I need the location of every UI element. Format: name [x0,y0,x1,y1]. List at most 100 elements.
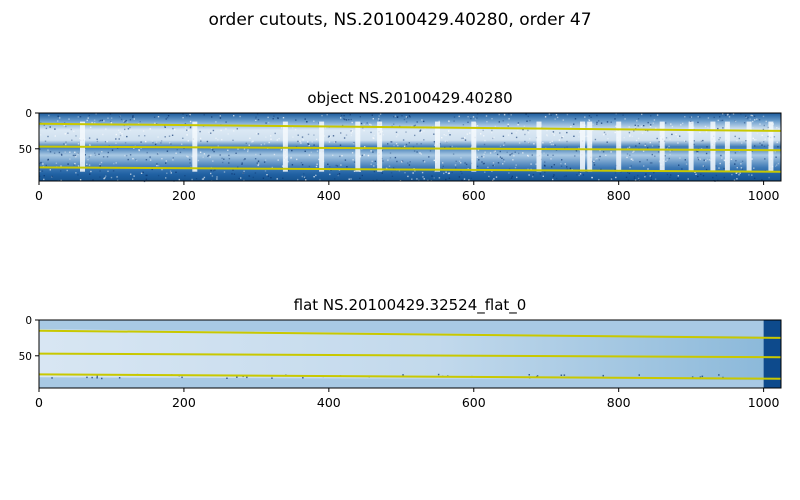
noise-speck [696,151,698,153]
noise-speck [476,117,478,119]
noise-speck [110,117,113,119]
noise-speck [255,119,257,121]
noise-speck [351,129,354,131]
noise-speck [600,168,602,171]
noise-speck [442,165,444,167]
noise-speck [629,134,631,136]
object-axes-title: object NS.20100429.40280 [307,89,512,107]
noise-speck [407,162,409,164]
noise-speck [463,178,466,180]
noise-speck [345,119,348,121]
noise-speck [476,125,479,127]
noise-speck [79,179,82,181]
noise-speck [763,124,765,127]
noise-speck [706,158,709,160]
noise-speck [631,158,633,160]
noise-speck [730,158,733,160]
noise-speck [186,134,188,136]
noise-speck [248,175,250,177]
noise-speck [745,115,747,117]
noise-speck [647,121,649,124]
noise-speck [45,127,48,130]
noise-speck [191,178,193,181]
noise-speck [54,128,56,130]
noise-speck [335,164,337,167]
noise-speck [350,132,353,134]
noise-speck [606,133,608,136]
noise-speck [491,129,493,132]
noise-speck [508,113,510,115]
noise-speck [632,151,634,153]
noise-speck [546,129,548,132]
noise-speck [626,156,628,159]
noise-speck [464,162,466,164]
noise-speck [639,161,641,163]
noise-speck [138,135,140,137]
noise-speck [544,171,546,174]
noise-speck [313,176,315,178]
noise-speck [339,144,342,146]
noise-speck [295,119,297,121]
noise-speck [638,179,640,181]
noise-speck [622,114,624,116]
noise-speck [721,157,723,159]
noise-speck [734,120,736,122]
noise-speck [773,136,776,138]
noise-speck [603,133,605,136]
noise-speck [315,165,318,168]
noise-speck [217,145,219,147]
noise-speck [573,123,575,125]
noise-speck [389,157,392,159]
noise-speck [189,158,191,161]
noise-speck [607,138,609,140]
noise-speck [635,139,638,142]
noise-speck [484,171,486,173]
noise-speck [528,174,530,176]
noise-speck [644,144,646,147]
noise-speck [507,125,509,127]
noise-speck [467,116,469,118]
noise-speck [434,144,436,146]
noise-speck [596,114,598,117]
noise-speck [126,121,129,123]
noise-speck [705,168,708,171]
noise-speck [60,153,63,155]
noise-speck [778,128,780,130]
noise-speck [79,116,82,118]
noise-speck [550,143,553,146]
noise-speck [443,172,445,175]
noise-speck [297,178,299,181]
noise-speck [413,125,415,127]
noise-speck [507,123,509,126]
emission-line-15 [724,121,730,172]
noise-speck [600,122,603,124]
noise-speck [118,138,120,140]
noise-speck [172,127,174,130]
noise-speck [582,174,585,176]
noise-speck [299,140,301,143]
noise-speck [515,136,518,139]
noise-speck [61,154,63,156]
noise-speck [761,134,763,136]
noise-speck [323,135,326,137]
noise-speck [552,143,554,146]
noise-speck [301,164,304,166]
noise-speck [640,125,642,127]
noise-speck [462,137,464,139]
noise-speck [656,114,659,116]
noise-speck [252,176,254,179]
noise-speck [745,116,747,118]
noise-speck [566,140,568,143]
noise-speck [233,115,235,117]
noise-speck [129,154,132,156]
noise-speck [187,140,189,142]
noise-speck [574,118,577,120]
noise-speck [91,121,93,124]
noise-speck [202,156,204,158]
noise-speck [696,152,699,154]
noise-speck [217,139,219,141]
flat-speck [536,375,539,377]
order-trace-1 [38,352,782,359]
noise-speck [343,115,345,117]
noise-speck [223,158,225,160]
